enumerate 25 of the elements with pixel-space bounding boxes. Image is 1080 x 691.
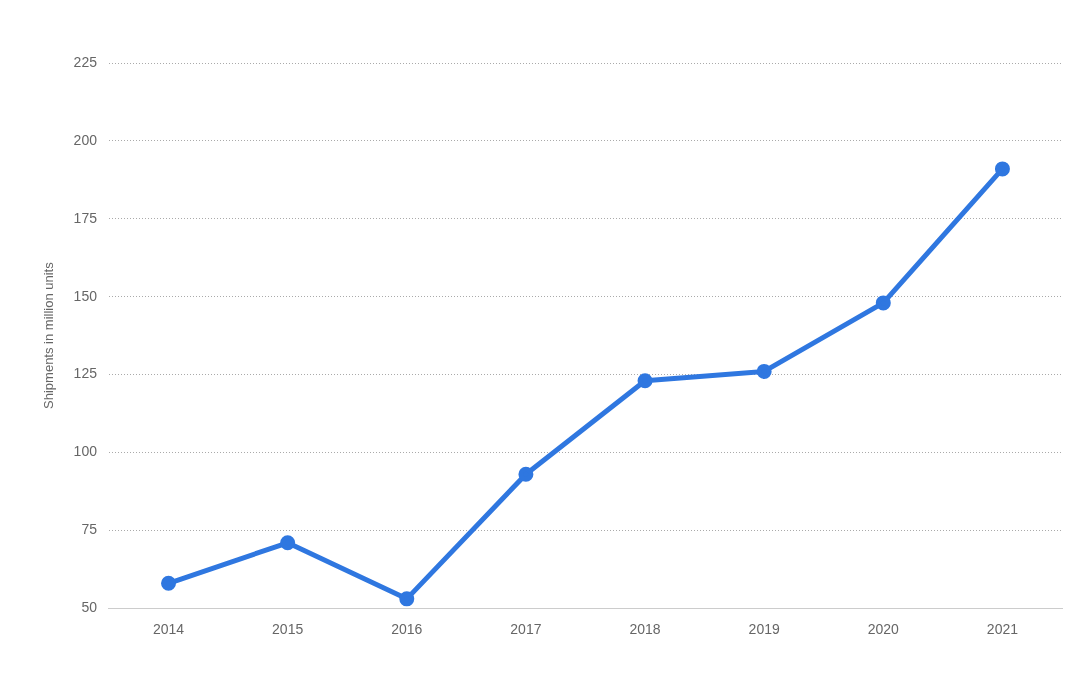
y-tick-label: 125 bbox=[73, 365, 98, 382]
point bbox=[161, 575, 177, 591]
point bbox=[637, 373, 653, 389]
point bbox=[875, 295, 891, 311]
y-tick-label: 75 bbox=[81, 521, 98, 538]
y-axis-title: Shipments in million units bbox=[41, 261, 57, 409]
y-tick-label: 150 bbox=[73, 287, 98, 304]
x-tick-label: 2017 bbox=[510, 621, 542, 638]
x-tick-label: 2015 bbox=[272, 621, 304, 638]
point bbox=[994, 161, 1010, 177]
y-tick-label: 225 bbox=[73, 53, 98, 70]
y-tick-label: 175 bbox=[73, 209, 98, 226]
x-tick-label: 2021 bbox=[986, 621, 1019, 638]
x-tick-label: 2014 bbox=[152, 621, 185, 638]
point bbox=[399, 591, 415, 607]
x-tick-label: 2019 bbox=[748, 621, 780, 638]
x-tick-label: 2016 bbox=[391, 621, 423, 638]
y-tick-label: 50 bbox=[81, 599, 98, 616]
point bbox=[518, 466, 534, 482]
x-tick-label: 2020 bbox=[867, 621, 900, 638]
point bbox=[756, 363, 772, 379]
x-tick-label: 2018 bbox=[629, 621, 661, 638]
y-tick-label: 100 bbox=[73, 443, 98, 460]
y-tick-label: 200 bbox=[73, 131, 98, 148]
point bbox=[280, 535, 296, 551]
